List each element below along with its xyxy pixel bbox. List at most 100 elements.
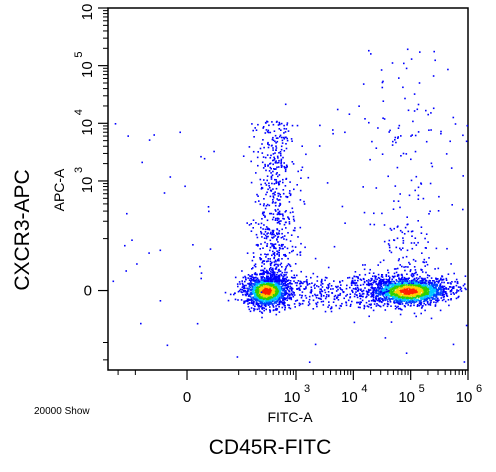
event-dot [265,237,268,240]
event-dot [397,284,400,286]
event-dot [382,259,385,262]
event-dot [269,163,271,165]
event-dot [365,301,368,304]
event-dot [284,282,286,284]
event-dot [442,285,444,288]
event-dot [288,295,291,297]
event-dot [457,296,459,299]
event-dot [293,276,296,279]
event-dot [283,303,285,305]
event-dot [386,279,389,281]
event-dot [302,299,304,302]
event-dot [249,284,252,287]
event-dot [366,283,369,286]
event-dot [249,275,251,277]
event-dot [378,300,381,303]
event-dot [378,277,381,280]
event-dot [284,131,287,133]
event-dot [271,229,274,232]
event-dot [422,286,424,289]
event-dot [280,220,282,222]
event-dot [261,285,264,287]
event-dot [275,149,277,151]
event-dot [360,301,362,304]
event-dot [276,300,279,303]
event-dot [412,289,415,292]
event-dot [254,282,256,285]
event-dot [272,272,275,275]
event-dot [399,307,401,310]
event-dot [266,298,268,300]
event-dot [397,296,400,299]
event-dot [290,276,293,279]
event-dot [234,292,236,294]
event-dot [424,277,426,280]
event-dot [300,242,302,245]
event-dot [455,284,458,287]
event-dot [258,293,261,296]
event-dot [257,286,260,289]
event-dot [266,131,269,133]
event-dot [373,289,376,291]
event-dot [278,220,280,223]
event-dot [260,282,262,284]
event-dot [430,288,432,290]
event-dot [393,292,395,295]
event-dot [265,256,267,258]
event-dot [276,219,279,222]
event-dot [391,280,393,283]
event-dot [253,287,256,289]
event-dot [278,268,280,271]
event-dot [462,175,464,177]
x-tick-exponent: 4 [361,383,367,395]
event-dot [289,240,292,242]
event-dot [267,235,269,238]
event-dot [378,287,381,290]
event-dot [266,233,268,235]
event-dot [277,258,280,260]
event-dot [272,277,275,280]
event-dot [381,274,383,276]
event-dot [166,344,169,347]
event-dot [293,292,295,294]
event-dot [357,306,360,309]
event-dot [427,287,429,290]
event-dot [256,281,259,284]
event-dot [386,294,389,296]
event-dot [409,289,412,292]
event-dot [288,218,290,220]
event-dot [277,263,279,266]
event-dot [335,290,338,292]
outer-y-label: CXCR3-APC [8,140,38,320]
event-dot [274,168,276,170]
event-dot [270,268,273,271]
event-dot [264,231,267,233]
event-dot [263,267,266,270]
event-dot [463,361,466,363]
event-dot [435,284,437,287]
event-dot [368,272,371,274]
event-dot [437,282,440,284]
event-dot [383,291,386,294]
event-dot [274,279,277,281]
event-dot [377,284,379,287]
event-dot [261,276,264,278]
event-dot [261,298,264,301]
event-dot [268,301,270,304]
event-dot [246,287,248,290]
event-dot [407,284,410,286]
event-dot [265,290,267,293]
event-dot [402,284,405,286]
event-dot [410,230,413,233]
event-dot [271,288,274,290]
event-dot [261,277,263,280]
event-dot [249,289,252,291]
event-dot [418,283,421,285]
event-dot [296,184,298,186]
event-dot [250,307,253,309]
event-dot [328,294,330,296]
event-dot [395,141,397,144]
event-dot [439,309,442,312]
event-dot [456,281,459,283]
event-dot [284,290,286,292]
